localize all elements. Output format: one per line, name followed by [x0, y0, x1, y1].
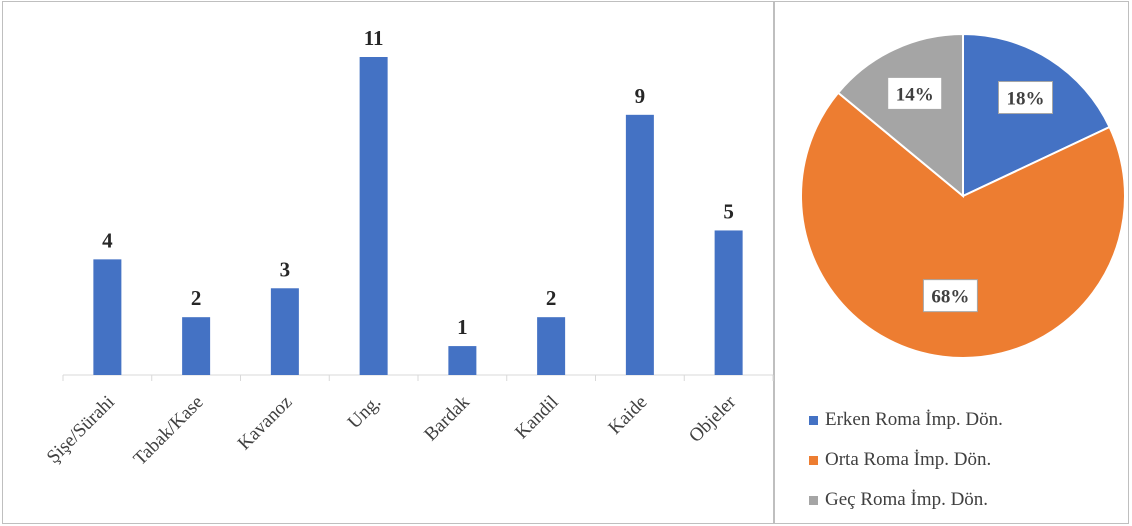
legend-swatch: [809, 416, 818, 425]
data-label: 1: [457, 315, 468, 339]
pie-data-label: 68%: [931, 287, 969, 308]
bar: [626, 115, 654, 375]
legend-swatch: [809, 456, 818, 465]
legend-swatch: [809, 496, 818, 505]
legend-label: Orta Roma İmp. Dön.: [825, 449, 991, 471]
x-tick-label: Ung.: [344, 392, 385, 433]
data-label: 5: [723, 199, 734, 223]
bar: [448, 346, 476, 375]
x-tick-label: Şişe/Sürahi: [43, 392, 119, 468]
legend-label: Erken Roma İmp. Dön.: [825, 409, 1003, 431]
legend-label: Geç Roma İmp. Dön.: [825, 489, 988, 511]
bar: [182, 317, 210, 375]
data-label: 2: [191, 286, 202, 310]
bar: [93, 259, 121, 375]
x-tick-label: Kandil: [511, 392, 562, 443]
legend-item: Erken Roma İmp. Dön.: [809, 400, 1003, 440]
pie-legend: Erken Roma İmp. Dön. Orta Roma İmp. Dön.…: [809, 400, 1003, 520]
x-tick-label: Kaide: [604, 392, 651, 439]
data-label: 2: [546, 286, 557, 310]
x-tick-label: Kavanoz: [234, 392, 297, 455]
pie-data-label: 18%: [1006, 89, 1044, 110]
bar-chart: 4 Şişe/Sürahi 2 Tabak/Kase 3 Kavanoz 11 Ung. 1 Ba…: [3, 2, 775, 525]
x-tick-label: Tabak/Kase: [130, 392, 208, 470]
bar: [715, 230, 743, 375]
legend-item: Orta Roma İmp. Dön.: [809, 440, 1003, 480]
data-label: 9: [635, 84, 646, 108]
bar: [360, 57, 388, 375]
data-label: 3: [280, 257, 291, 281]
x-tick-label: Bardak: [420, 391, 474, 445]
pie-chart-panel: 18% 68% 14% Erken Roma İmp. Dön. Orta Roma…: [774, 1, 1129, 524]
data-label: 11: [364, 26, 384, 50]
legend-item: Geç Roma İmp. Dön.: [809, 480, 1003, 520]
x-tick-label: Objeler: [685, 391, 741, 447]
bar: [537, 317, 565, 375]
data-label: 4: [102, 228, 113, 252]
bar: [271, 288, 299, 375]
pie-data-label: 14%: [896, 84, 934, 105]
bar-chart-panel: 4 Şişe/Sürahi 2 Tabak/Kase 3 Kavanoz 11 Ung. 1 Ba…: [2, 1, 774, 524]
